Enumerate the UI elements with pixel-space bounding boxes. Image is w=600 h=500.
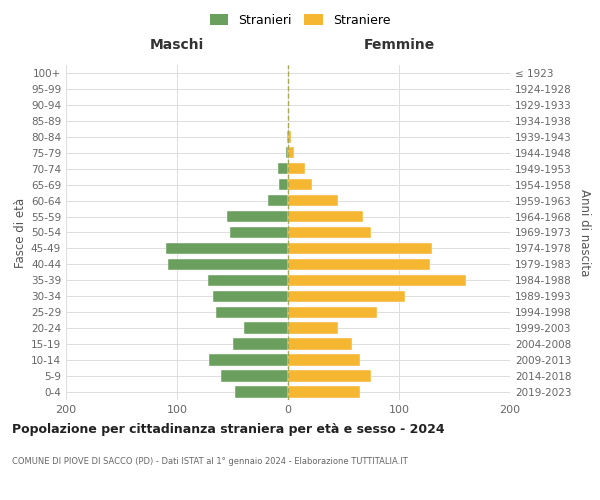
Bar — [233, 338, 288, 350]
Bar — [288, 370, 371, 382]
Bar — [221, 370, 288, 382]
Bar — [288, 306, 377, 318]
Text: Popolazione per cittadinanza straniera per età e sesso - 2024: Popolazione per cittadinanza straniera p… — [12, 422, 445, 436]
Bar — [244, 322, 288, 334]
Bar — [286, 147, 288, 158]
Bar — [288, 211, 364, 222]
Legend: Stranieri, Straniere: Stranieri, Straniere — [205, 8, 395, 32]
Bar — [227, 211, 288, 222]
Bar — [288, 258, 430, 270]
Bar — [288, 338, 352, 350]
Bar — [230, 227, 288, 238]
Bar — [288, 195, 338, 206]
Y-axis label: Fasce di età: Fasce di età — [14, 198, 27, 268]
Bar — [288, 322, 338, 334]
Bar — [288, 386, 360, 398]
Bar — [168, 258, 288, 270]
Bar — [288, 147, 293, 158]
Bar — [288, 274, 466, 286]
Text: Maschi: Maschi — [150, 38, 204, 52]
Bar — [216, 306, 288, 318]
Text: COMUNE DI PIOVE DI SACCO (PD) - Dati ISTAT al 1° gennaio 2024 - Elaborazione TUT: COMUNE DI PIOVE DI SACCO (PD) - Dati IST… — [12, 458, 408, 466]
Bar — [288, 131, 292, 142]
Bar — [166, 242, 288, 254]
Bar — [288, 163, 305, 174]
Bar — [208, 274, 288, 286]
Y-axis label: Anni di nascita: Anni di nascita — [578, 189, 591, 276]
Bar — [268, 195, 288, 206]
Bar — [288, 227, 371, 238]
Bar — [235, 386, 288, 398]
Bar — [288, 354, 360, 366]
Bar — [288, 179, 313, 190]
Bar — [288, 242, 432, 254]
Bar — [209, 354, 288, 366]
Bar — [279, 179, 288, 190]
Bar — [287, 131, 288, 142]
Bar — [288, 290, 404, 302]
Bar — [212, 290, 288, 302]
Text: Femmine: Femmine — [364, 38, 434, 52]
Bar — [278, 163, 288, 174]
